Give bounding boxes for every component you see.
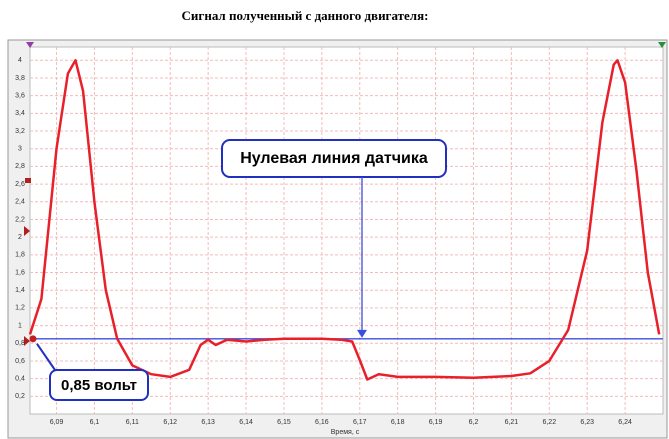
plot-area [29, 46, 664, 415]
marker [24, 336, 30, 346]
x-tick-label: 6,13 [201, 419, 215, 426]
y-tick-label: 0,8 [15, 340, 25, 347]
annotation: Нулевая линия датчика [240, 150, 428, 167]
chart-title: Сигнал полученный с данного двигателя: [182, 8, 429, 23]
x-tick-label: 6,11 [126, 419, 139, 426]
y-tick-label: 0,4 [15, 375, 25, 382]
annotation-box [49, 369, 149, 401]
x-tick-label: 6,19 [429, 419, 443, 426]
y-tick-label: 4 [18, 57, 22, 64]
y-tick-label: 2,8 [15, 163, 25, 170]
y-tick-label: 0,6 [15, 358, 25, 365]
x-tick-label: 6,16 [315, 419, 329, 426]
y-tick-label: 1 [18, 322, 22, 329]
signal-line [28, 59, 661, 381]
x-tick-label: 6,24 [618, 419, 632, 426]
y-tick-label: 1,8 [15, 252, 25, 259]
y-tick-label: 0,2 [15, 393, 25, 400]
y-tick-label: 3,8 [15, 75, 25, 82]
x-tick-label: 6,23 [580, 419, 594, 426]
x-tick-label: 6,15 [277, 419, 291, 426]
y-tick-label: 1,6 [15, 269, 25, 276]
x-tick-label: 6,1 [90, 419, 100, 426]
point-marker [29, 335, 37, 343]
x-tick-label: 6,18 [391, 419, 405, 426]
arrowhead [357, 329, 367, 338]
y-tick-label: 2,2 [15, 216, 25, 223]
annotation-box [221, 139, 447, 178]
x-axis-label: Время, с [331, 429, 360, 436]
arrow [36, 343, 56, 371]
y-tick-label: 2,6 [15, 181, 25, 188]
marker [26, 42, 34, 48]
y-tick-label: 2,4 [15, 199, 25, 206]
y-tick-label: 1,4 [15, 287, 25, 294]
x-tick-label: 6,22 [542, 419, 556, 426]
y-tick-label: 3,2 [15, 128, 25, 135]
marker [24, 226, 30, 236]
x-tick-label: 6,12 [163, 419, 177, 426]
marker [658, 42, 666, 48]
x-tick-label: 6,17 [353, 419, 367, 426]
x-tick-label: 6,21 [505, 419, 519, 426]
y-tick-label: 1,2 [15, 305, 25, 312]
marker [25, 178, 31, 183]
x-tick-label: 6,2 [469, 419, 479, 426]
y-tick-label: 3 [18, 146, 22, 153]
y-tick-label: 3,4 [15, 110, 25, 117]
annotation: 0,85 вольт [61, 377, 137, 394]
y-tick-label: 2 [18, 234, 22, 241]
x-tick-label: 6,14 [239, 419, 253, 426]
x-tick-label: 6,09 [50, 419, 64, 426]
y-tick-label: 3,6 [15, 92, 25, 99]
